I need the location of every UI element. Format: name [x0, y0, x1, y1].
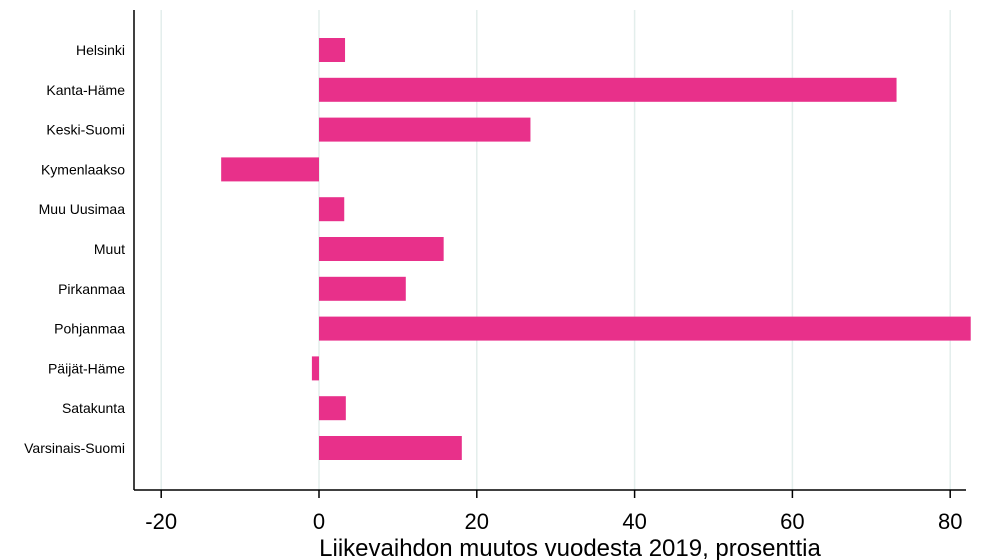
category-label: Keski-Suomi	[46, 122, 125, 138]
bar	[319, 436, 462, 460]
bar	[319, 396, 346, 421]
bar	[319, 77, 897, 102]
x-tick-label: 60	[780, 509, 804, 534]
bar	[311, 356, 319, 381]
bar	[319, 197, 345, 222]
x-tick-label: 0	[313, 509, 325, 534]
category-label: Kanta-Häme	[46, 82, 125, 98]
category-label: Kymenlaakso	[41, 161, 125, 177]
category-label: Varsinais-Suomi	[24, 440, 125, 456]
category-labels: Helsinki Kanta-Häme Keski-Suomi Kymenlaakso…	[24, 42, 125, 456]
bar	[221, 157, 319, 182]
category-label: Pohjanmaa	[54, 321, 125, 337]
x-axis-title: Liikevaihdon muutos vuodesta 2019, prose…	[319, 535, 821, 560]
x-ticks: -20 0 20 40 60 80	[145, 490, 962, 534]
category-label: Helsinki	[76, 42, 125, 58]
x-tick-label: -20	[145, 509, 177, 534]
bar	[319, 316, 971, 341]
category-label: Muut	[94, 241, 125, 257]
bars	[221, 38, 971, 460]
x-tick-label: 40	[622, 509, 646, 534]
bar	[319, 276, 406, 301]
category-label: Muu Uusimaa	[39, 201, 126, 217]
bar	[319, 38, 346, 62]
bar	[319, 117, 531, 142]
x-tick-label: 80	[938, 509, 962, 534]
x-tick-label: 20	[465, 509, 489, 534]
category-label: Satakunta	[62, 400, 125, 416]
category-label: Päijät-Häme	[48, 360, 125, 376]
bar	[319, 237, 444, 261]
category-label: Pirkanmaa	[58, 281, 125, 297]
